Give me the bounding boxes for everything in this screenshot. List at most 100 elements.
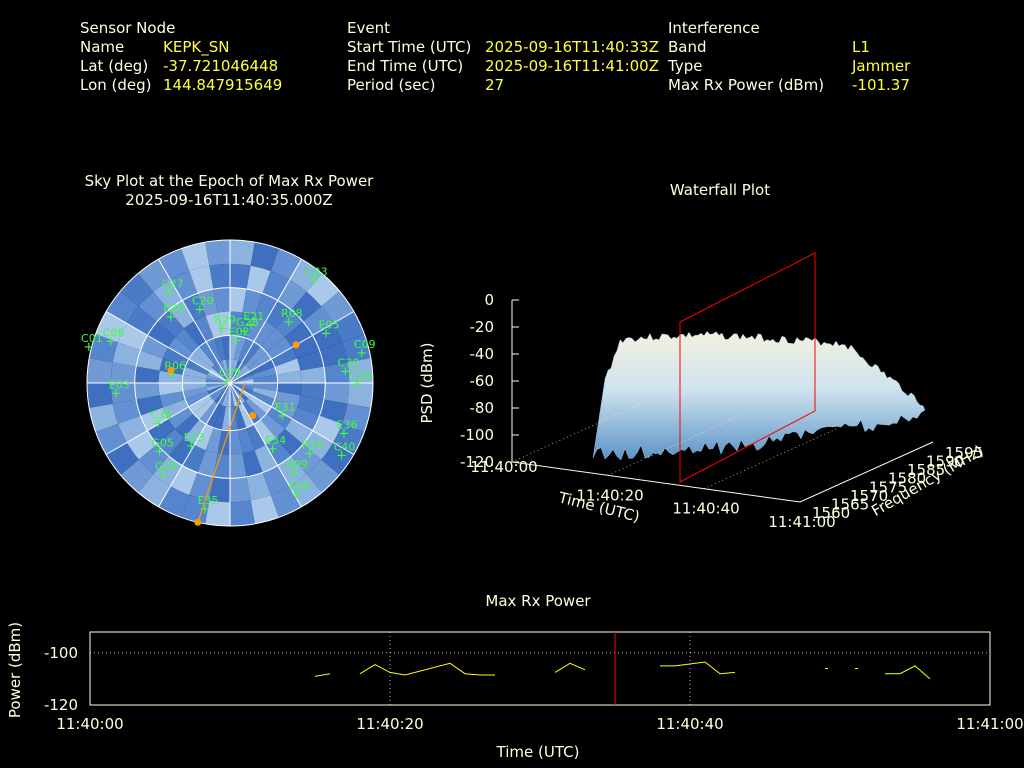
skyplot-cell — [230, 359, 239, 383]
skyplot-cell — [136, 350, 163, 371]
skyplot-cell — [274, 391, 301, 408]
skyplot-cell — [245, 346, 267, 368]
satellite-label: E03 — [109, 379, 130, 392]
skyplot-cell — [182, 293, 206, 322]
skyplot-cell — [221, 406, 230, 431]
waterfall-grid-line — [703, 428, 838, 489]
skyplot-cell — [211, 383, 230, 402]
power-series-line — [885, 665, 931, 680]
satellite-label: R29 — [214, 314, 236, 327]
sensor-node-heading: Sensor Node — [80, 19, 176, 37]
skyplot-cell — [250, 242, 279, 272]
skyplot-cell — [158, 370, 184, 383]
interference-marker — [249, 412, 257, 420]
skyplot-cell — [266, 406, 292, 429]
waterfall-z-tick-label: 0 — [484, 291, 494, 309]
skyplot-cell — [275, 428, 304, 457]
power-series-line — [359, 662, 495, 676]
power-x-tick-label: 11:40:20 — [356, 715, 423, 733]
skyplot-cell — [242, 450, 263, 477]
satellite-marker: + — [153, 417, 164, 432]
skyplot-azimuth-line — [158, 258, 231, 384]
skyplot-cell — [246, 472, 271, 501]
skyplot-azimuth-line — [229, 382, 355, 455]
power-title: Max Rx Power — [485, 592, 591, 610]
skyplot-cell — [182, 374, 207, 383]
skyplot-cell — [246, 315, 266, 342]
satellite-label: C27 — [162, 277, 184, 290]
skyplot-cell — [234, 405, 247, 430]
skyplot-cell — [183, 366, 208, 379]
skyplot-cell — [234, 336, 247, 361]
satellite-label: G28 — [236, 316, 259, 329]
skyplot-cell — [230, 362, 246, 383]
power-x-tick-label: 11:40:40 — [656, 715, 723, 733]
skyplot-title: Sky Plot at the Epoch of Max Rx Power — [85, 172, 375, 190]
satellite-marker: + — [167, 367, 178, 382]
satellite-label: C01 — [81, 332, 103, 345]
satellite-marker: + — [339, 427, 350, 442]
skyplot-cell — [230, 359, 235, 383]
skyplot-cell — [211, 364, 230, 383]
lat-label: Lat (deg) — [80, 57, 149, 75]
skyplot-cell — [175, 328, 200, 353]
interference-heading: Interference — [668, 19, 760, 37]
skyplot-cell — [205, 312, 222, 339]
skyplot-cell — [221, 383, 230, 407]
skyplot-cell — [230, 406, 239, 431]
skyplot-cell — [110, 383, 137, 404]
skyplot-cell — [300, 366, 326, 383]
waterfall-y-tick-label: 1565 — [831, 495, 869, 513]
skyplot-cell — [205, 240, 230, 266]
skyplot-cell — [245, 398, 267, 420]
waterfall-event-plane — [679, 252, 816, 483]
skyplot-cell — [214, 362, 230, 383]
skyplot-cell — [193, 346, 215, 368]
skyplot-cell — [225, 383, 230, 407]
skyplot-cell — [188, 352, 212, 372]
node-name-label: Name — [80, 38, 125, 56]
power-xlabel: Time (UTC) — [496, 743, 580, 761]
period-label: Period (sec) — [347, 76, 436, 94]
skyplot-cell — [319, 342, 348, 367]
satellite-marker: + — [321, 327, 332, 342]
waterfall-x-tick-label: 11:40:00 — [470, 458, 537, 476]
satellite-marker: + — [291, 487, 302, 502]
satellite-label: R08 — [281, 307, 303, 320]
skyplot-cell — [170, 465, 198, 495]
skyplot-cell — [209, 263, 230, 290]
skyplot-cell — [276, 383, 302, 396]
skyplot-cell — [140, 407, 169, 431]
waterfall-y-tick-label: 1585 — [907, 461, 945, 479]
skyplot-cell — [262, 465, 290, 495]
skyplot-cell — [250, 359, 275, 375]
power-y-tick-label: -120 — [44, 696, 78, 714]
skyplot-cell — [183, 387, 208, 400]
skyplot-cell — [253, 321, 276, 347]
power-series-line — [554, 662, 586, 673]
skyplot-cell — [230, 429, 243, 455]
satellite-label: C23 — [306, 266, 328, 279]
skyplot-cell — [347, 358, 373, 383]
satellite-marker: + — [199, 502, 210, 517]
satellite-marker: + — [288, 466, 299, 481]
satellite-label: E30 — [163, 302, 184, 315]
satellite-marker: + — [165, 310, 176, 325]
satellite-marker: + — [105, 335, 116, 350]
max-rx-power-value: -101.37 — [852, 76, 910, 94]
skyplot-cell — [291, 335, 320, 359]
skyplot-cell — [120, 459, 154, 493]
skyplot-cell — [238, 403, 254, 428]
power-series-line — [660, 661, 736, 675]
satellite-label: R18 — [302, 438, 324, 451]
type-label: Type — [668, 57, 703, 75]
skyplot-cell — [159, 358, 186, 375]
skyplot-azimuth-line — [229, 258, 302, 384]
satellite-label: G29 — [155, 460, 178, 473]
satellite-marker: + — [336, 449, 347, 464]
satellite-label: C09 — [354, 338, 376, 351]
skyplot-cell — [199, 341, 219, 365]
skyplot-cell — [89, 403, 119, 432]
waterfall-y-tick-label: 1575 — [869, 478, 907, 496]
